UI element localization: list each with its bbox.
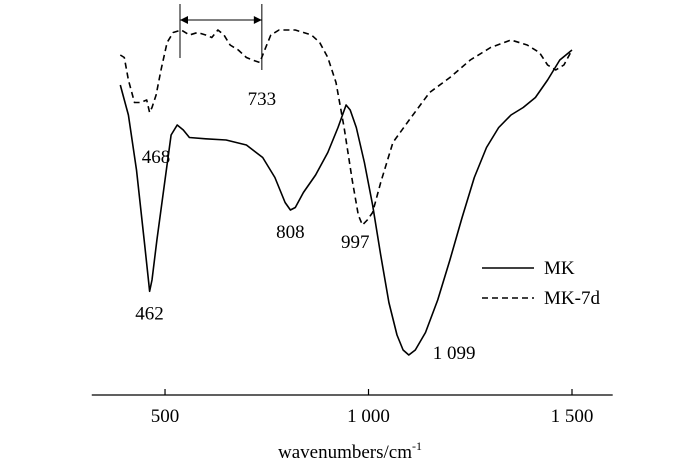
range-marker — [179, 4, 263, 70]
series-line-mk — [119, 49, 573, 356]
x-tick-label-1500: 1 500 — [551, 406, 594, 427]
x-tick-label-1000: 1 000 — [347, 406, 390, 427]
peak-label-808: 808 — [276, 222, 305, 243]
peak-labels: 462 468 808 733 997 1 099 — [135, 89, 475, 364]
legend: MK MK-7d — [482, 258, 600, 309]
peak-label-468: 468 — [142, 147, 171, 168]
x-axis: 500 1 000 1 500 — [91, 389, 613, 427]
peak-label-733: 733 — [248, 89, 277, 110]
x-axis-label-superscript: -1 — [412, 439, 422, 453]
legend-label-mk: MK — [544, 258, 575, 279]
x-axis-label: wavenumbers/cm-1 — [278, 439, 422, 463]
series-line-mk-7d — [119, 29, 573, 226]
peak-label-997: 997 — [341, 232, 370, 253]
range-marker-arrow-left — [180, 16, 189, 24]
peak-label-1099: 1 099 — [433, 343, 476, 364]
peak-label-462: 462 — [135, 303, 164, 324]
series-layer — [119, 29, 573, 356]
legend-label-mk-7d: MK-7d — [544, 288, 600, 309]
x-tick-label-500: 500 — [151, 406, 180, 427]
range-marker-arrow-right — [253, 16, 262, 24]
